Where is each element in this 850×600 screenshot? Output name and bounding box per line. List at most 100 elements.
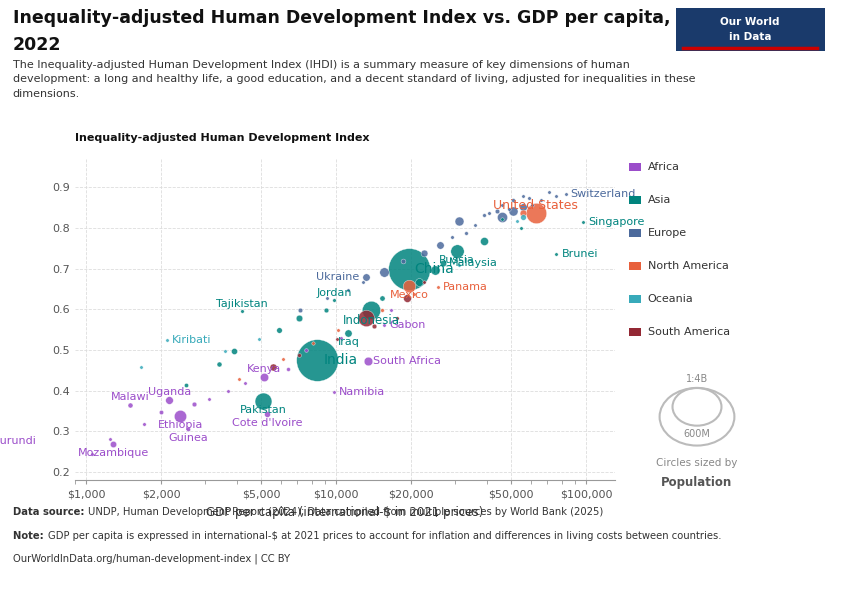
Point [375,305,388,315]
Text: Russia: Russia [439,255,475,265]
Point [360,313,373,323]
Point [133,362,147,372]
Text: Iraq: Iraq [337,337,360,347]
Point [85,449,99,458]
Point [332,326,345,335]
Text: South Africa: South Africa [373,356,441,365]
Text: North America: North America [648,261,728,271]
Point [294,305,308,315]
Text: Ethiopia: Ethiopia [157,420,203,430]
Point [361,356,375,365]
Point [360,272,373,281]
Text: GDP per capita is expressed in international-$ at 2021 prices to account for inf: GDP per capita is expressed in internati… [48,531,722,541]
Point [222,386,235,395]
Point [516,202,530,211]
Point [252,334,265,343]
Point [400,293,414,303]
Point [272,326,286,335]
Text: India: India [324,353,358,367]
Point [529,209,542,218]
Point [331,334,344,343]
Point [483,208,496,217]
Text: Mozambique: Mozambique [77,448,149,458]
Point [412,277,426,287]
Text: Ukraine: Ukraine [316,272,360,282]
Point [452,216,466,226]
Point [292,313,306,323]
Text: Population: Population [661,476,733,489]
Point [534,196,547,205]
Point [525,200,539,209]
Point [377,267,390,277]
Point [542,188,556,197]
Point [327,296,341,305]
Point [212,359,226,369]
Text: Burundi: Burundi [0,436,37,446]
Point [155,407,168,416]
Text: Guinea: Guinea [168,433,207,443]
Text: Mexico: Mexico [390,290,428,300]
Point [468,220,482,230]
Text: Singapore: Singapore [588,217,644,227]
Point [178,380,192,389]
Point [266,362,280,372]
Point [106,439,120,449]
Point [490,206,504,215]
Point [137,419,150,429]
Text: Jordan: Jordan [316,288,352,298]
Point [181,424,195,434]
Point [310,355,324,365]
Point [431,283,445,292]
Point [407,289,421,299]
Text: Brunei: Brunei [562,250,598,259]
Point [559,189,573,199]
Point [576,217,590,226]
Text: Malawi: Malawi [110,392,150,402]
Point [367,322,381,331]
Point [396,257,410,266]
Point [450,247,464,256]
Text: Malaysia: Malaysia [449,258,497,268]
Point [218,346,232,356]
Point [417,248,431,258]
Text: South America: South America [648,327,730,337]
Point [445,232,458,242]
Point [516,208,530,217]
Point [280,365,294,374]
Text: Note:: Note: [13,531,47,541]
Point [549,191,563,201]
Text: 2022: 2022 [13,36,61,54]
Text: Oceania: Oceania [648,294,694,304]
Point [202,394,216,404]
Text: China: China [414,262,454,276]
Text: Kiribati: Kiribati [172,335,212,345]
Point [292,350,306,359]
Point [160,335,173,345]
FancyBboxPatch shape [676,8,824,51]
Point [495,214,508,224]
Text: Indonesia: Indonesia [343,314,399,327]
Text: Inequality-adjusted Human Development Index: Inequality-adjusted Human Development In… [75,133,369,143]
Text: Our World: Our World [720,17,779,26]
Point [238,379,252,388]
Point [319,305,332,315]
Point [307,338,320,347]
Point [383,305,397,315]
Point [495,212,508,221]
Text: in Data: in Data [728,32,772,42]
Point [327,388,341,397]
Point [335,333,348,343]
Text: Gabon: Gabon [389,320,425,330]
Point [433,241,446,250]
Point [173,412,187,421]
Point [260,409,274,419]
Text: Kenya: Kenya [247,364,281,374]
Point [258,372,271,382]
Point [356,277,370,287]
Text: Tajikistan: Tajikistan [216,299,268,309]
Point [514,223,528,233]
Point [516,212,530,221]
Point [402,264,416,274]
Point [516,191,530,201]
Point [227,346,241,356]
